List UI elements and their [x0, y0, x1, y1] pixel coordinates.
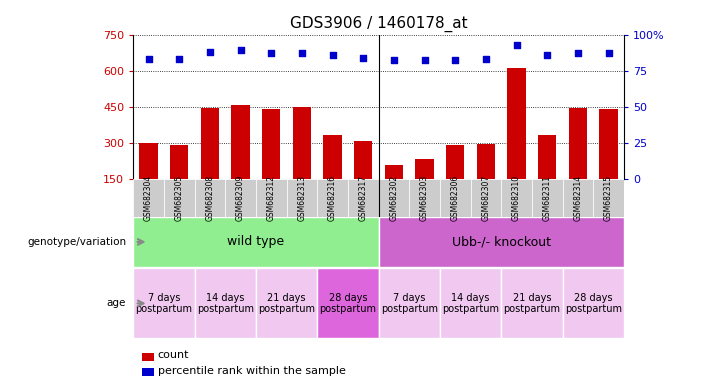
Bar [409, 179, 440, 217]
Bar [379, 268, 440, 338]
Bar [354, 141, 372, 179]
Text: GSM682303: GSM682303 [420, 175, 429, 221]
Text: 21 days
postpartum: 21 days postpartum [503, 293, 560, 314]
Point [542, 52, 553, 58]
Bar [200, 108, 219, 179]
Bar [164, 179, 194, 217]
Bar [599, 109, 618, 179]
Text: count: count [158, 350, 189, 360]
Text: Ubb-/- knockout: Ubb-/- knockout [451, 235, 551, 248]
Title: GDS3906 / 1460178_at: GDS3906 / 1460178_at [290, 16, 468, 32]
Bar [593, 179, 624, 217]
Bar [501, 179, 532, 217]
Text: GSM682304: GSM682304 [144, 175, 153, 221]
Point [388, 58, 400, 64]
Bar [194, 179, 225, 217]
Bar [569, 108, 587, 179]
Point [297, 50, 308, 56]
Bar [562, 268, 624, 338]
Text: 7 days
postpartum: 7 days postpartum [135, 293, 192, 314]
Bar [323, 136, 342, 179]
Text: GSM682311: GSM682311 [543, 175, 552, 221]
Point [511, 41, 522, 48]
Bar [133, 179, 164, 217]
Bar [256, 179, 287, 217]
Bar [446, 145, 465, 179]
Bar [379, 179, 409, 217]
Bar [440, 268, 501, 338]
Text: GSM682312: GSM682312 [266, 175, 275, 221]
Point [419, 58, 430, 64]
Bar [379, 217, 624, 267]
Bar [317, 268, 379, 338]
Bar [293, 107, 311, 179]
Bar [317, 179, 348, 217]
Text: percentile rank within the sample: percentile rank within the sample [158, 366, 346, 376]
Bar [440, 179, 470, 217]
Point [358, 55, 369, 61]
Bar [170, 145, 189, 179]
Point [327, 52, 338, 58]
Text: GSM682302: GSM682302 [389, 175, 398, 221]
Text: wild type: wild type [227, 235, 285, 248]
Text: GSM682307: GSM682307 [482, 175, 491, 221]
Text: GSM682315: GSM682315 [604, 175, 613, 221]
Bar [231, 105, 250, 179]
Bar [348, 179, 379, 217]
Point [480, 56, 491, 62]
Bar [415, 159, 434, 179]
Text: GSM682317: GSM682317 [359, 175, 368, 221]
Text: 21 days
postpartum: 21 days postpartum [258, 293, 315, 314]
Text: GSM682308: GSM682308 [205, 175, 215, 221]
Text: 7 days
postpartum: 7 days postpartum [381, 293, 437, 314]
Point [235, 47, 246, 53]
Text: age: age [107, 298, 126, 308]
Point [174, 56, 185, 62]
Point [603, 50, 614, 56]
Bar [139, 142, 158, 179]
Point [266, 50, 277, 56]
Point [572, 50, 583, 56]
Bar [477, 144, 495, 179]
Bar [262, 109, 280, 179]
Bar [194, 268, 256, 338]
Text: GSM682310: GSM682310 [512, 175, 521, 221]
Bar [470, 179, 501, 217]
Bar [538, 136, 557, 179]
Text: GSM682314: GSM682314 [573, 175, 583, 221]
Text: 28 days
postpartum: 28 days postpartum [320, 293, 376, 314]
Bar [256, 268, 317, 338]
Text: 28 days
postpartum: 28 days postpartum [565, 293, 622, 314]
Bar [133, 217, 379, 267]
Text: GSM682313: GSM682313 [297, 175, 306, 221]
Text: 14 days
postpartum: 14 days postpartum [197, 293, 254, 314]
Text: 14 days
postpartum: 14 days postpartum [442, 293, 499, 314]
Point [204, 49, 215, 55]
Text: GSM682306: GSM682306 [451, 175, 460, 221]
Point [449, 58, 461, 64]
Text: GSM682309: GSM682309 [236, 175, 245, 221]
Bar [225, 179, 256, 217]
Text: GSM682305: GSM682305 [175, 175, 184, 221]
Bar [562, 179, 593, 217]
Text: genotype/variation: genotype/variation [27, 237, 126, 247]
Text: GSM682316: GSM682316 [328, 175, 337, 221]
Bar [508, 68, 526, 179]
Bar [501, 268, 562, 338]
Point [143, 56, 154, 62]
Bar [532, 179, 562, 217]
Bar [133, 268, 195, 338]
Bar [287, 179, 317, 217]
Bar [385, 166, 403, 179]
